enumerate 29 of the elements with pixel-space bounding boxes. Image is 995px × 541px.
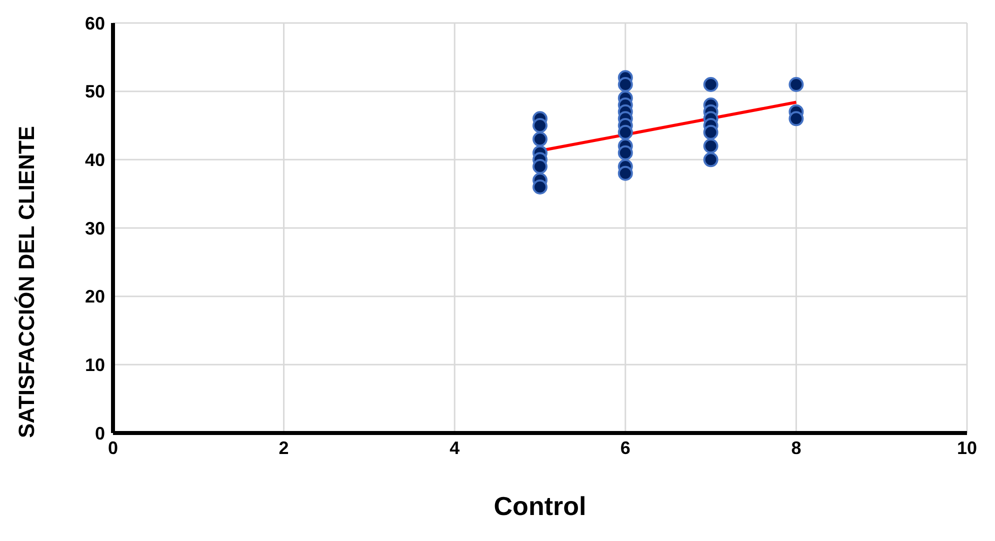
point — [532, 118, 548, 133]
point — [618, 145, 633, 160]
y-tick-label: 40 — [84, 150, 105, 170]
y-tick-label: 20 — [84, 286, 105, 307]
point — [703, 138, 718, 154]
y-tick-label: 50 — [84, 82, 105, 102]
x-tick-label: 2 — [278, 438, 289, 458]
x-tick-label: 10 — [956, 438, 978, 458]
point — [618, 124, 633, 140]
point — [788, 77, 804, 92]
point — [532, 132, 548, 147]
point — [532, 159, 548, 174]
y-tick-label: 0 — [94, 423, 105, 444]
point — [618, 77, 633, 92]
point — [703, 124, 718, 140]
point — [703, 152, 718, 168]
x-tick-label: 0 — [108, 438, 118, 458]
y-tick-label: 10 — [84, 355, 105, 376]
point — [618, 166, 633, 181]
point — [788, 111, 804, 126]
x-axis-title: Control — [494, 491, 586, 521]
y-tick-label: 60 — [84, 13, 105, 34]
x-tick-label: 6 — [620, 438, 630, 458]
point — [703, 77, 718, 92]
y-tick-label: 30 — [84, 218, 105, 238]
y-axis-title: SATISFACCIÓN DEL CLIENTE — [14, 126, 39, 438]
point — [532, 180, 548, 194]
x-tick-label: 4 — [450, 438, 460, 458]
x-tick-label: 8 — [791, 438, 802, 458]
